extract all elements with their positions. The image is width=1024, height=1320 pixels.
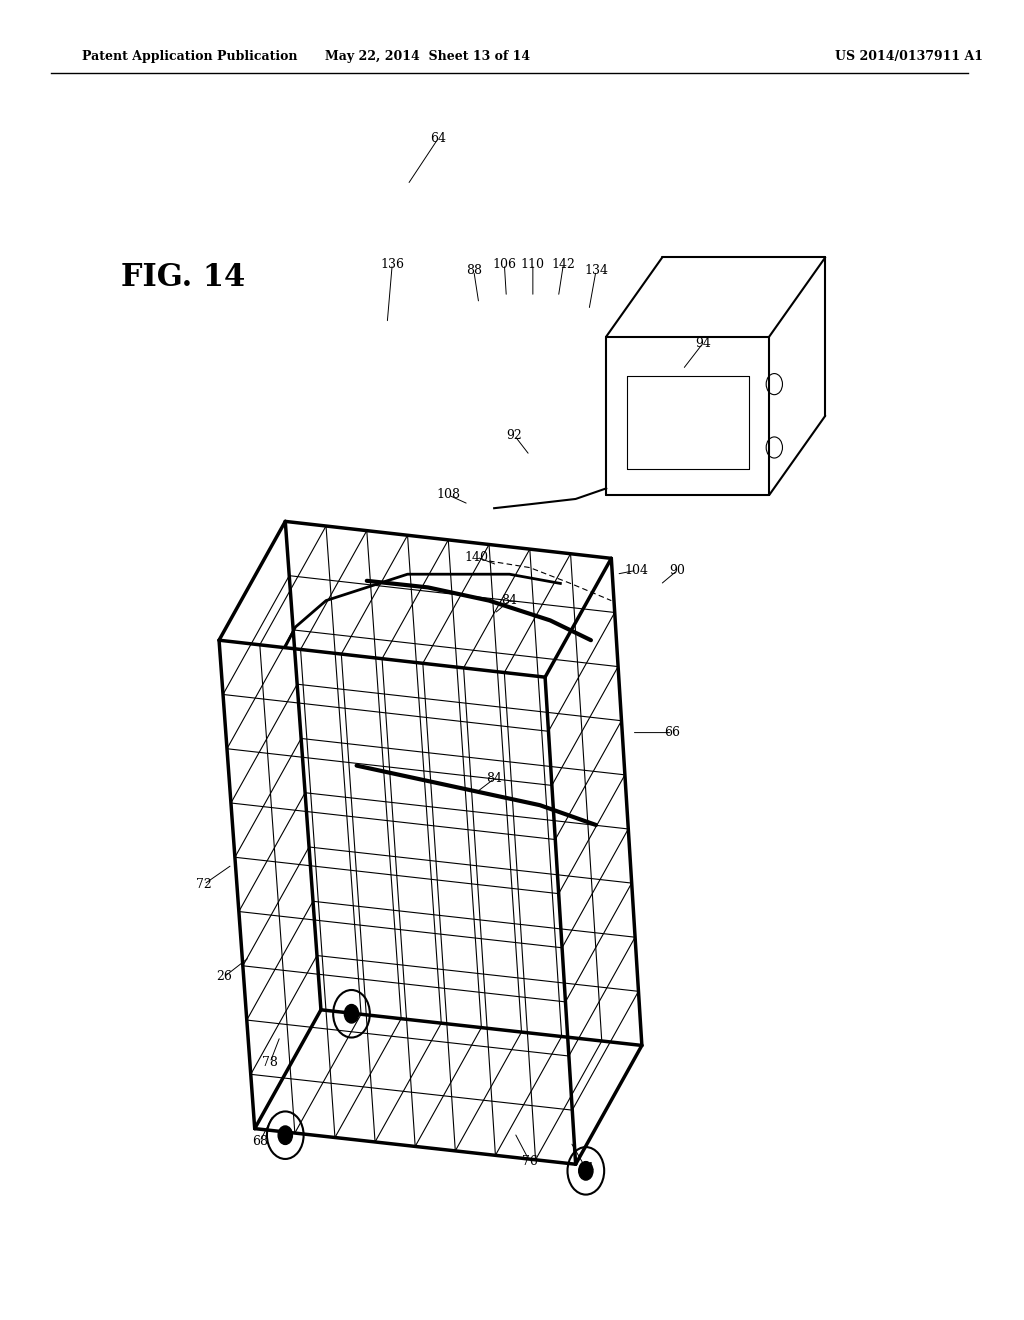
Text: 26: 26 [216,970,232,983]
Text: 84: 84 [502,594,517,607]
Text: 134: 134 [584,264,608,277]
Text: 64: 64 [430,132,446,145]
Text: 64: 64 [578,1162,594,1175]
Text: 140: 140 [465,550,488,564]
Circle shape [279,1126,293,1144]
Text: 88: 88 [466,264,481,277]
Text: 106: 106 [493,257,516,271]
Text: 78: 78 [262,1056,278,1069]
Circle shape [579,1162,593,1180]
Text: 136: 136 [380,257,404,271]
Text: 104: 104 [625,564,649,577]
Text: May 22, 2014  Sheet 13 of 14: May 22, 2014 Sheet 13 of 14 [326,50,530,63]
Circle shape [344,1005,358,1023]
Text: 94: 94 [695,337,711,350]
Text: Patent Application Publication: Patent Application Publication [82,50,297,63]
Text: 90: 90 [670,564,685,577]
Text: 92: 92 [507,429,522,442]
Text: 108: 108 [436,488,461,502]
Text: 84: 84 [486,772,502,785]
Text: FIG. 14: FIG. 14 [121,261,246,293]
Text: 110: 110 [521,257,545,271]
Text: 142: 142 [552,257,575,271]
Text: 72: 72 [196,878,212,891]
Text: 68: 68 [252,1135,268,1148]
Text: US 2014/0137911 A1: US 2014/0137911 A1 [836,50,983,63]
Text: 76: 76 [522,1155,538,1168]
Text: 66: 66 [665,726,680,739]
